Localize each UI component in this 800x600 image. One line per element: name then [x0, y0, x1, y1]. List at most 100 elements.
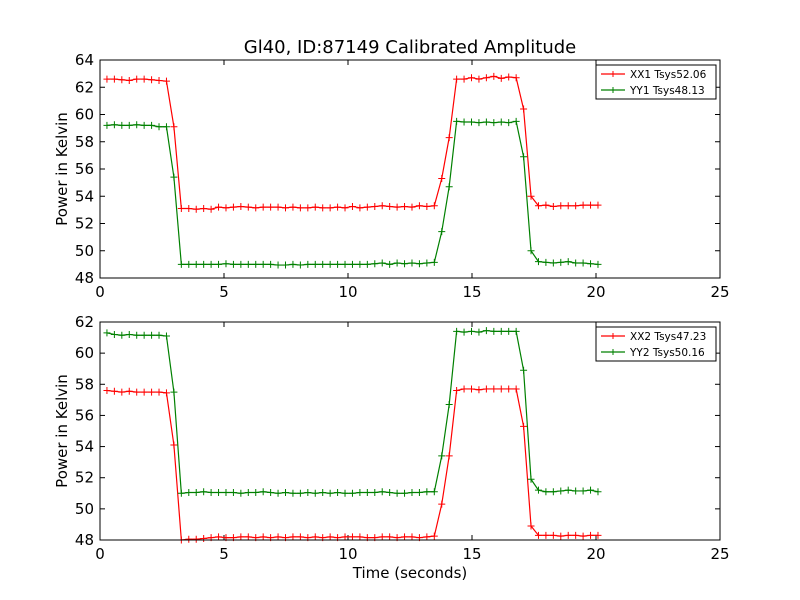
data-point — [103, 75, 111, 83]
data-point — [453, 75, 461, 83]
data-point — [341, 204, 349, 212]
y-tick-label: 56 — [75, 160, 94, 178]
data-point — [430, 532, 438, 540]
data-point — [542, 201, 550, 209]
data-point — [259, 260, 267, 268]
data-point — [423, 488, 431, 496]
data-point — [587, 486, 595, 494]
data-point — [311, 533, 319, 541]
data-point — [423, 533, 431, 541]
data-point — [177, 489, 185, 497]
data-point — [259, 203, 267, 211]
data-point — [155, 331, 163, 339]
data-point — [192, 260, 200, 268]
data-point — [311, 203, 319, 211]
data-point — [408, 533, 416, 541]
data-point — [289, 203, 297, 211]
x-tick-label: 15 — [462, 283, 481, 301]
data-point — [512, 74, 520, 82]
data-point — [192, 489, 200, 497]
data-point — [594, 201, 602, 209]
data-point — [296, 261, 304, 269]
data-point — [579, 487, 587, 495]
data-point — [348, 260, 356, 268]
data-point — [289, 489, 297, 497]
x-tick-label: 10 — [338, 283, 357, 301]
data-point — [415, 260, 423, 268]
data-point — [289, 533, 297, 541]
data-point — [415, 202, 423, 210]
data-point — [378, 202, 386, 210]
data-point — [274, 533, 282, 541]
y-axis-label: Power in Kelvin — [53, 112, 71, 226]
data-point — [125, 387, 133, 395]
data-point — [326, 260, 334, 268]
data-point — [542, 258, 550, 266]
data-point — [356, 260, 364, 268]
data-point — [557, 258, 565, 266]
data-point — [579, 532, 587, 540]
data-point — [490, 385, 498, 393]
data-point — [177, 260, 185, 268]
data-point — [155, 76, 163, 84]
y-tick-label: 60 — [75, 106, 94, 124]
data-point — [520, 366, 528, 374]
data-point — [311, 489, 319, 497]
data-point — [348, 489, 356, 497]
data-point — [148, 76, 156, 84]
data-point — [207, 489, 215, 497]
plot-area-frame — [99, 59, 721, 279]
data-point — [482, 74, 490, 82]
data-point — [378, 533, 386, 541]
data-point — [520, 105, 528, 113]
data-point — [185, 489, 193, 497]
data-point — [148, 388, 156, 396]
data-point — [207, 260, 215, 268]
legend-label: YY1 Tsys48.13 — [629, 85, 705, 97]
plot-area-frame — [99, 321, 721, 541]
data-point — [237, 260, 245, 268]
x-tick-label: 20 — [586, 545, 605, 563]
data-point — [564, 531, 572, 539]
data-point — [460, 385, 468, 393]
data-point — [148, 121, 156, 129]
data-point — [140, 388, 148, 396]
data-point — [244, 203, 252, 211]
data-point — [594, 260, 602, 268]
data-point — [200, 205, 208, 213]
data-point — [170, 173, 178, 181]
data-point — [564, 486, 572, 494]
chart-panel-1: 0 5 10 15 20 25 48 50 52 54 56 58 60 62 64 Power in Kel… — [53, 51, 730, 301]
y-tick-label: 50 — [75, 242, 94, 260]
data-point — [497, 74, 505, 82]
y-tick-label: 54 — [75, 187, 94, 205]
data-point — [110, 387, 118, 395]
data-point — [185, 260, 193, 268]
data-point — [296, 489, 304, 497]
data-point — [304, 489, 312, 497]
legend-marker — [610, 349, 616, 355]
data-point — [594, 531, 602, 539]
data-point — [587, 531, 595, 539]
data-point — [445, 183, 453, 191]
data-point — [274, 489, 282, 497]
data-point — [542, 531, 550, 539]
data-point — [460, 75, 468, 83]
data-point — [572, 487, 580, 495]
data-point — [468, 327, 476, 335]
data-point — [415, 489, 423, 497]
legend-label: XX2 Tsys47.23 — [630, 331, 706, 343]
data-point — [356, 489, 364, 497]
data-point — [438, 500, 446, 508]
data-point — [572, 202, 580, 210]
data-point — [125, 121, 133, 129]
data-point — [200, 260, 208, 268]
data-point — [527, 475, 535, 483]
data-point — [438, 228, 446, 236]
y-axis-label: Power in Kelvin — [53, 374, 71, 488]
data-point — [371, 260, 379, 268]
x-tick-label: 20 — [586, 283, 605, 301]
data-point — [445, 134, 453, 142]
data-point — [348, 202, 356, 210]
data-point — [192, 535, 200, 543]
